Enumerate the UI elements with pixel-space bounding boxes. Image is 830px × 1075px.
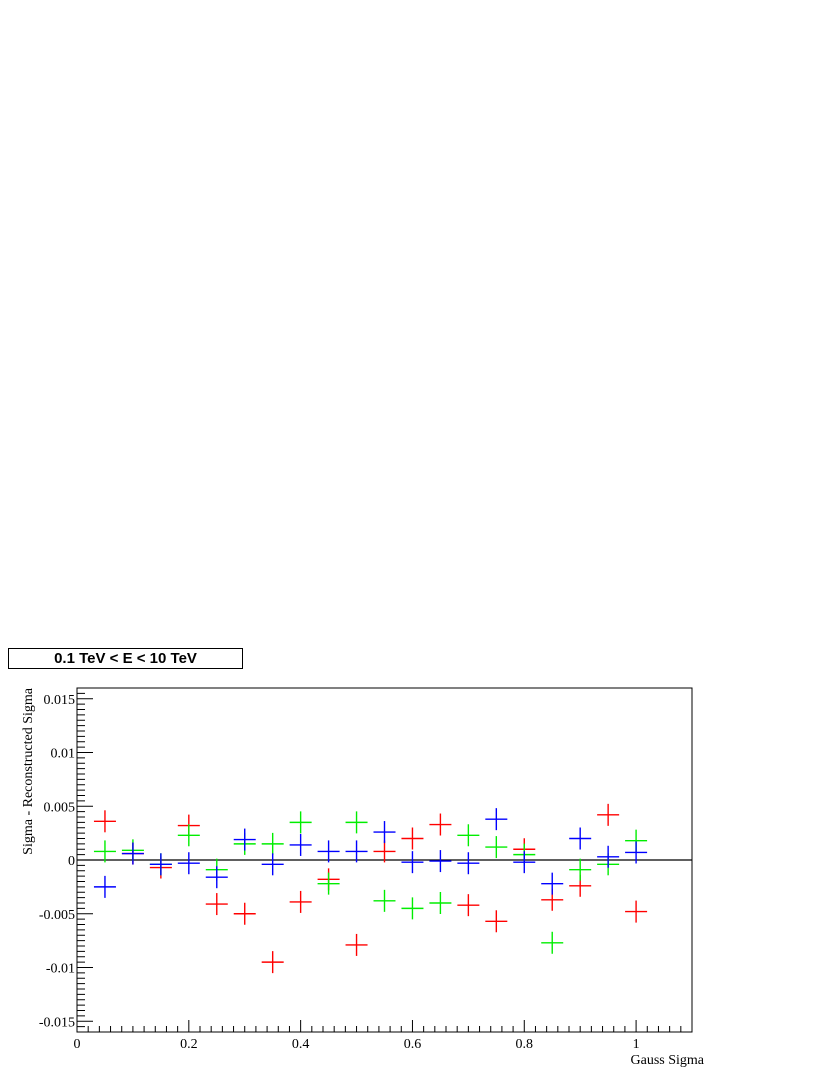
data-point bbox=[289, 833, 312, 856]
data-point bbox=[401, 851, 424, 874]
x-tick-label: 0.4 bbox=[292, 1037, 310, 1052]
data-point bbox=[261, 853, 284, 876]
x-tick-label: 0.8 bbox=[516, 1037, 534, 1052]
data-point bbox=[597, 845, 620, 868]
data-point bbox=[149, 853, 172, 876]
x-tick-label: 0 bbox=[74, 1037, 81, 1052]
data-point bbox=[457, 894, 480, 917]
data-point bbox=[569, 827, 592, 850]
data-point bbox=[541, 872, 564, 895]
y-tick-label: -0.01 bbox=[46, 962, 75, 977]
x-tick-label: 0.2 bbox=[180, 1037, 198, 1052]
data-point bbox=[485, 836, 508, 859]
data-point bbox=[429, 813, 452, 836]
data-point bbox=[541, 931, 564, 954]
data-point bbox=[373, 821, 396, 844]
x-axis-title: Gauss Sigma bbox=[631, 1053, 705, 1068]
data-point bbox=[233, 828, 256, 851]
data-point bbox=[177, 824, 200, 847]
y-tick-label: 0 bbox=[68, 854, 75, 869]
data-point bbox=[485, 910, 508, 933]
y-tick-label: 0.015 bbox=[44, 693, 76, 708]
y-tick-label: 0.005 bbox=[44, 800, 76, 815]
data-point bbox=[597, 803, 620, 826]
data-point bbox=[93, 810, 116, 833]
data-point bbox=[317, 872, 340, 895]
data-point bbox=[345, 840, 368, 863]
data-point bbox=[373, 889, 396, 912]
data-point bbox=[457, 852, 480, 875]
data-point bbox=[289, 890, 312, 913]
data-point bbox=[485, 808, 508, 831]
y-tick-label: -0.015 bbox=[39, 1015, 75, 1030]
data-point bbox=[261, 832, 284, 855]
data-point bbox=[625, 900, 648, 923]
data-point bbox=[429, 850, 452, 873]
data-point bbox=[345, 811, 368, 834]
data-point bbox=[289, 811, 312, 834]
data-point bbox=[121, 842, 144, 865]
data-point bbox=[401, 827, 424, 850]
data-point bbox=[93, 840, 116, 863]
y-axis-title: Sigma - Reconstructed Sigma bbox=[21, 687, 36, 855]
data-point bbox=[373, 840, 396, 863]
y-tick-label: 0.01 bbox=[51, 747, 76, 762]
data-point bbox=[513, 851, 536, 874]
data-point bbox=[177, 852, 200, 875]
data-point bbox=[625, 841, 648, 864]
data-point bbox=[429, 892, 452, 914]
data-point bbox=[401, 897, 424, 920]
x-tick-label: 1 bbox=[633, 1037, 640, 1052]
data-point bbox=[93, 875, 116, 898]
data-point bbox=[205, 893, 228, 916]
data-point bbox=[457, 824, 480, 847]
data-point bbox=[345, 933, 368, 956]
chart-title: 0.1 TeV < E < 10 TeV bbox=[8, 648, 243, 669]
data-point bbox=[205, 866, 228, 889]
data-point bbox=[233, 902, 256, 925]
x-tick-label: 0.6 bbox=[404, 1037, 422, 1052]
data-point bbox=[317, 840, 340, 863]
y-tick-label: -0.005 bbox=[39, 908, 75, 923]
data-point bbox=[569, 858, 592, 881]
data-point bbox=[261, 951, 284, 974]
